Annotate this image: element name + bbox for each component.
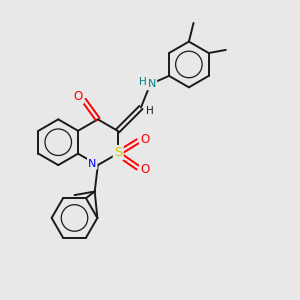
Text: S: S — [114, 146, 122, 159]
Text: O: O — [74, 90, 83, 103]
Text: O: O — [140, 163, 149, 176]
Text: N: N — [88, 158, 96, 169]
Text: O: O — [140, 133, 149, 146]
Text: N: N — [148, 79, 156, 89]
Text: H: H — [146, 106, 154, 116]
Text: H: H — [139, 76, 146, 87]
